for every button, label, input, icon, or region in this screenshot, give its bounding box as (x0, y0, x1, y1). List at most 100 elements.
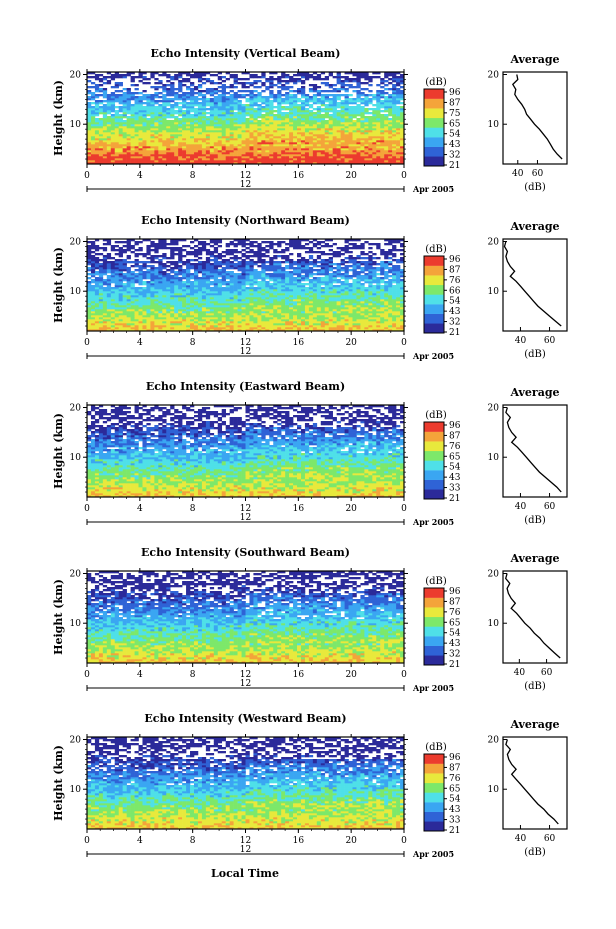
average-x-tick-label: 60 (541, 668, 553, 678)
x-tick-label: 12 (240, 836, 251, 846)
colorbar-tick-label: 66 (449, 286, 461, 296)
colorbar-tick-label: 87 (449, 431, 461, 441)
colorbar-tick-label: 32 (449, 151, 460, 161)
date-label: Apr 2005 (412, 351, 454, 361)
colorbar-tick-label: 21 (449, 660, 460, 670)
x-tick-label: 0 (84, 670, 90, 680)
y-tick-label: 20 (70, 569, 82, 579)
date-tick-label: 12 (240, 845, 251, 855)
colorbar-swatch (424, 763, 444, 774)
x-tick-label: 12 (240, 670, 251, 680)
colorbar-swatch (424, 431, 444, 442)
average-profile-line (511, 74, 563, 160)
colorbar-frame (423, 421, 445, 500)
colorbar-tick-label: 87 (449, 98, 461, 108)
colorbar-swatch (424, 802, 444, 812)
colorbar-tick-label: 43 (449, 307, 461, 317)
average-y-tick-label: 20 (488, 403, 500, 413)
colorbar-tick-label: 54 (449, 629, 461, 639)
y-tick-label: 20 (70, 70, 82, 80)
colorbar-frame (423, 587, 445, 666)
colorbar-swatch (424, 323, 444, 334)
colorbar-unit: (dB) (425, 410, 447, 421)
x-tick-label: 4 (137, 504, 143, 514)
y-axis-label: Height (km) (52, 80, 65, 156)
x-tick-label: 0 (84, 338, 90, 348)
colorbar-tick-label: 43 (449, 805, 461, 815)
colorbar-swatch (424, 489, 444, 500)
average-y-tick-label: 20 (488, 569, 500, 579)
x-tick-label: 0 (401, 171, 407, 181)
x-tick-label: 20 (345, 670, 357, 680)
average-y-tick-label: 10 (488, 785, 500, 795)
x-tick-label: 4 (137, 670, 143, 680)
average-x-label: (dB) (524, 847, 546, 858)
colorbar-swatch (424, 450, 444, 461)
colorbar-tick-label: 65 (449, 618, 461, 628)
colorbar-swatch (424, 645, 444, 656)
colorbar-tick-label: 21 (449, 494, 460, 504)
average-profile-line (505, 407, 562, 493)
colorbar-swatch (424, 597, 444, 608)
colorbar-tick-label: 76 (449, 276, 461, 286)
x-tick-label: 12 (240, 338, 251, 348)
average-x-label: (dB) (524, 182, 546, 193)
date-tick-label: 12 (240, 347, 251, 357)
average-profile-line (505, 739, 559, 825)
colorbar-swatch (424, 616, 444, 627)
colorbar-unit: (dB) (425, 244, 447, 255)
colorbar-swatch (424, 811, 444, 822)
x-tick-label: 12 (240, 171, 251, 181)
colorbar-swatch (424, 626, 444, 637)
y-tick-label: 20 (70, 735, 82, 745)
average-x-label: (dB) (524, 681, 546, 692)
average-x-label: (dB) (524, 515, 546, 526)
average-x-tick-label: 40 (515, 336, 527, 346)
x-tick-label: 20 (345, 836, 357, 846)
x-tick-label: 4 (137, 171, 143, 181)
colorbar-swatch (424, 655, 444, 666)
colorbar-tick-label: 21 (449, 826, 460, 836)
x-tick-label: 20 (345, 171, 357, 181)
colorbar-unit: (dB) (425, 77, 447, 88)
colorbar-frame (423, 753, 445, 832)
heatmap-cells (87, 571, 405, 664)
average-frame (502, 238, 568, 332)
colorbar-swatch (424, 294, 444, 305)
date-label: Apr 2005 (412, 184, 454, 194)
panel-title: Echo Intensity (Southward Beam) (141, 546, 350, 559)
colorbar-swatch (424, 792, 444, 803)
colorbar-swatch (424, 265, 444, 276)
colorbar-tick-label: 76 (449, 442, 461, 452)
colorbar-swatch (424, 460, 444, 471)
x-tick-label: 16 (293, 338, 305, 348)
colorbar-swatch (424, 156, 444, 167)
average-title: Average (509, 386, 559, 399)
average-x-tick-label: 60 (544, 834, 556, 844)
average-frame (502, 736, 568, 830)
colorbar-tick-label: 87 (449, 597, 461, 607)
colorbar-tick-label: 65 (449, 784, 461, 794)
y-axis-label: Height (km) (52, 745, 65, 821)
colorbar-tick-label: 87 (449, 763, 461, 773)
colorbar-swatch (424, 754, 444, 764)
colorbar-swatch (424, 479, 444, 490)
date-label: Apr 2005 (412, 849, 454, 859)
x-tick-label: 16 (293, 171, 305, 181)
date-label: Apr 2005 (412, 683, 454, 693)
average-x-tick-label: 60 (544, 502, 556, 512)
colorbar-tick-label: 33 (449, 816, 461, 826)
panel-title: Echo Intensity (Vertical Beam) (150, 47, 340, 60)
x-tick-label: 16 (293, 504, 305, 514)
y-axis-label: Height (km) (52, 579, 65, 655)
average-title: Average (509, 53, 559, 66)
panel-title: Echo Intensity (Eastward Beam) (146, 380, 345, 393)
average-y-tick-label: 10 (488, 619, 500, 629)
colorbar-swatch (424, 108, 444, 119)
colorbar-tick-label: 32 (449, 650, 460, 660)
x-tick-label: 8 (190, 504, 196, 514)
average-frame (502, 570, 568, 664)
